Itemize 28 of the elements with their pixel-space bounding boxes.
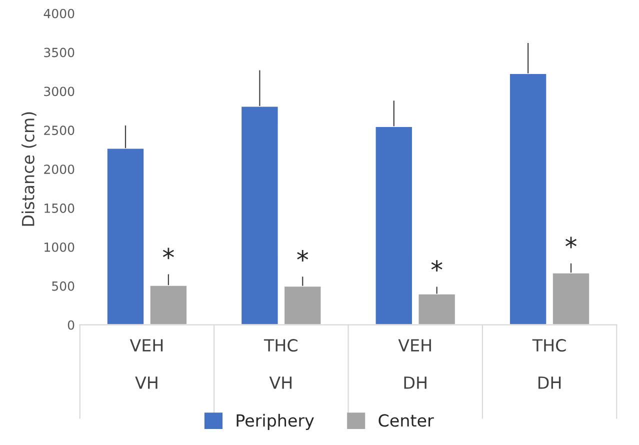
bar	[508, 72, 548, 325]
annotation: *	[297, 250, 308, 262]
annotation: *	[162, 248, 174, 260]
y-tick-label: 2000	[44, 164, 74, 174]
legend-label: Center	[378, 414, 434, 427]
y-tick-label: 3000	[44, 86, 74, 96]
y-tick-label: 4000	[44, 8, 74, 18]
y-tick-label: 2500	[44, 126, 74, 136]
bar	[283, 285, 322, 325]
bar	[552, 272, 590, 325]
category-label: THC DH	[532, 339, 566, 389]
annotation: *	[566, 236, 577, 248]
y-tick-label: 500	[52, 281, 74, 291]
category-label: VEH DH	[398, 339, 431, 389]
bar	[240, 105, 280, 325]
y-axis-title: Distance (cm)	[22, 112, 36, 226]
y-tick-label: 1500	[44, 204, 74, 213]
y-tick-label: 0	[68, 320, 74, 330]
bar	[374, 126, 414, 325]
y-tick-label: 3500	[44, 48, 74, 58]
annotation: *	[431, 260, 442, 272]
y-tick-label: 1000	[44, 242, 74, 252]
bar	[417, 293, 456, 325]
bar	[106, 147, 145, 325]
bar	[148, 284, 188, 325]
category-label: VEH VH	[130, 339, 163, 389]
legend-label: Periphery	[236, 414, 314, 430]
category-label: THC VH	[264, 339, 298, 389]
